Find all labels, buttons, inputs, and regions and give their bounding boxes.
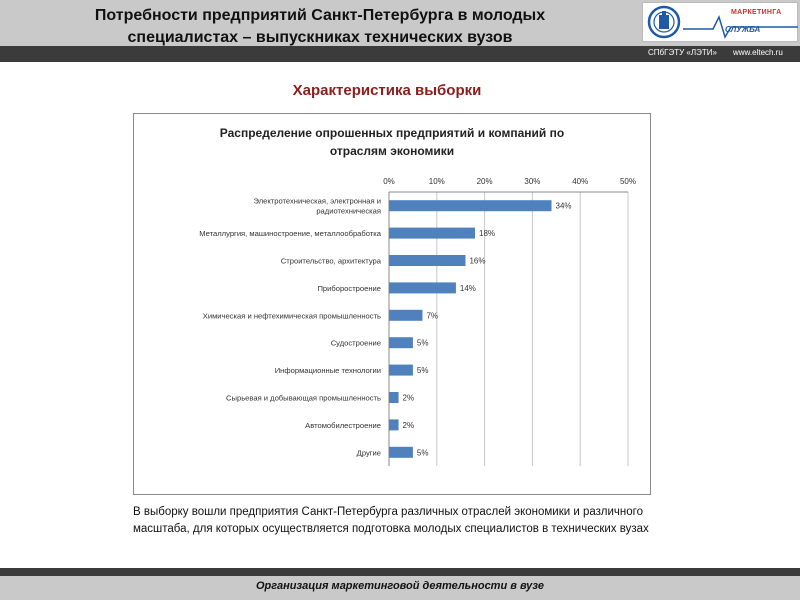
chart-frame: Распределение опрошенных предприятий и к… <box>133 113 651 495</box>
category-label: Металлургия, машиностроение, металлообра… <box>199 229 382 238</box>
website-link[interactable]: www.eltech.ru <box>733 48 783 57</box>
bar <box>389 419 399 431</box>
value-label: 2% <box>403 394 415 403</box>
logo-text-marketing: МАРКЕТИНГА <box>731 9 782 16</box>
page-title: Потребности предприятий Санкт-Петербурга… <box>40 5 600 49</box>
x-tick-label: 20% <box>477 177 493 186</box>
bar <box>389 227 476 239</box>
x-tick-label: 50% <box>620 177 636 186</box>
value-label: 7% <box>426 311 438 320</box>
category-label: Сырьевая и добывающая промышленность <box>226 394 381 403</box>
category-label: Судостроение <box>331 339 381 348</box>
header-bar: Потребности предприятий Санкт-Петербурга… <box>0 0 800 62</box>
chart-title: Распределение опрошенных предприятий и к… <box>134 124 650 160</box>
value-label: 5% <box>417 339 429 348</box>
chart-title-line-2: отраслям экономики <box>329 144 455 158</box>
category-label: радиотехническая <box>316 207 381 216</box>
footer-text: Организация маркетинговой деятельности в… <box>255 580 545 592</box>
bar <box>389 200 552 212</box>
university-emblem-icon <box>647 5 681 39</box>
bar-chart: 0% 10% 20% 30% 40% 50% 34% Электротехническая, … <box>199 177 636 466</box>
category-label: Приборостроение <box>317 284 381 293</box>
x-tick-label: 30% <box>524 177 540 186</box>
value-label: 18% <box>479 229 495 238</box>
value-label: 2% <box>403 421 415 430</box>
page-title-line-2: специалистах – выпускниках технических в… <box>127 29 513 46</box>
header-strip <box>0 46 800 62</box>
marketing-service-logo: МАРКЕТИНГА СЛУЖБА <box>642 2 798 42</box>
x-tick-label: 10% <box>429 177 445 186</box>
footer-rule <box>0 568 800 576</box>
category-label: Химическая и нефтехимическая промышленно… <box>203 311 381 320</box>
x-tick-label: 0% <box>383 177 395 186</box>
value-label: 14% <box>460 284 476 293</box>
bar <box>389 446 413 458</box>
section-title: Характеристика выборки <box>292 82 482 99</box>
sample-description: В выборку вошли предприятия Санкт-Петерб… <box>133 506 649 535</box>
x-tick-label: 40% <box>572 177 588 186</box>
value-label: 5% <box>417 448 429 457</box>
category-label: Электротехническая, электронная и <box>254 197 382 206</box>
value-label: 34% <box>556 202 572 211</box>
logo-text-service: СЛУЖБА <box>725 25 761 34</box>
category-label: Другие <box>357 448 381 457</box>
footer-bar: Организация маркетинговой деятельности в… <box>0 576 800 600</box>
value-label: 5% <box>417 366 429 375</box>
category-label: Строительство, архитектура <box>281 257 382 266</box>
organization-name: СПбГЭТУ «ЛЭТИ» <box>648 48 717 57</box>
bar <box>389 309 423 321</box>
bar <box>389 282 456 294</box>
value-label: 16% <box>469 257 485 266</box>
page-title-line-1: Потребности предприятий Санкт-Петербурга… <box>94 7 546 24</box>
bar <box>389 364 413 376</box>
chart-title-line-1: Распределение опрошенных предприятий и к… <box>219 126 565 140</box>
category-label: Информационные технологии <box>275 366 381 375</box>
bar <box>389 392 399 403</box>
category-label: Автомобилестроение <box>305 421 381 430</box>
bar <box>389 255 466 266</box>
pulse-wave-icon <box>683 14 798 39</box>
bar <box>389 337 413 349</box>
